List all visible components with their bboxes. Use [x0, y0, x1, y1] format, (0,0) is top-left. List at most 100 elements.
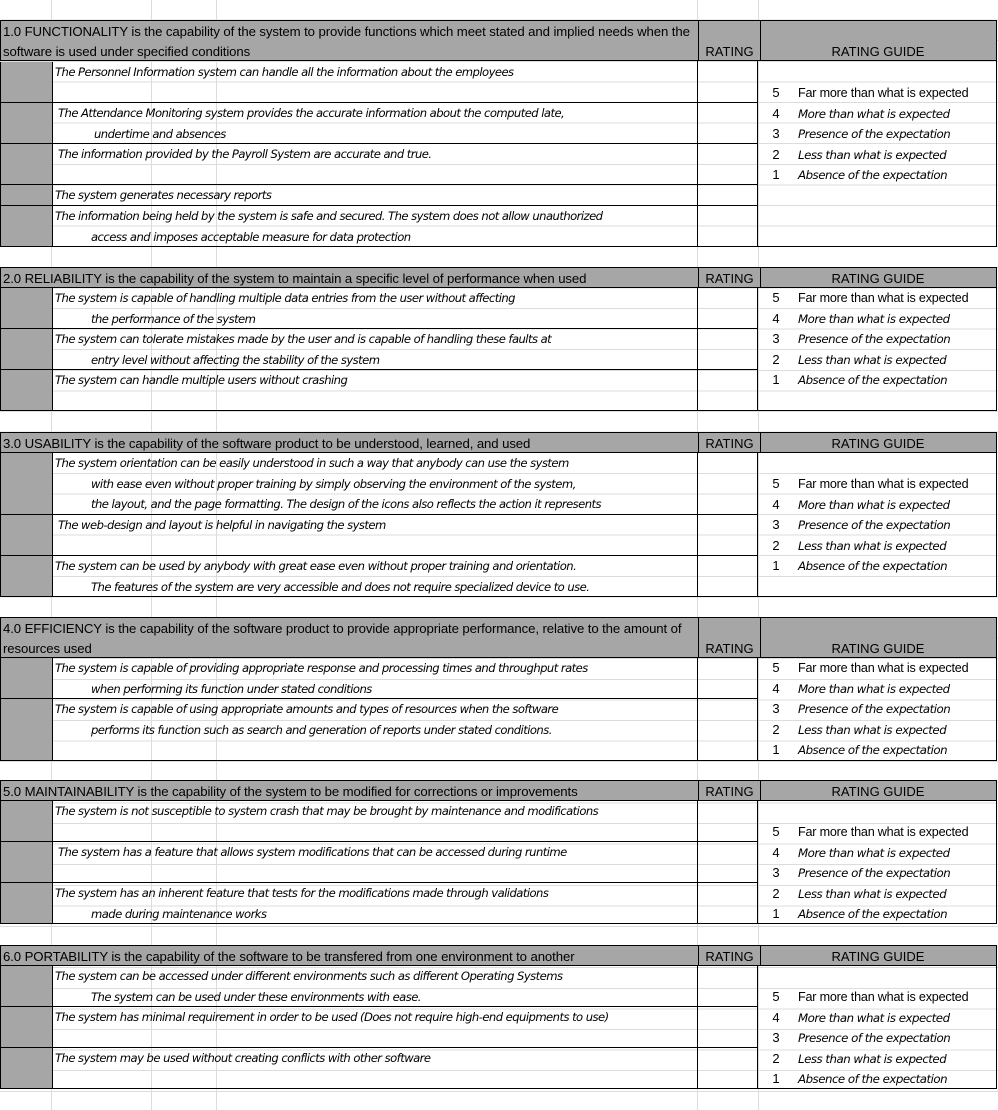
criterion-row: The system may be used without creating …	[0, 1048, 697, 1089]
criterion-line: access and imposes acceptable measure fo…	[91, 229, 411, 244]
section-title: 4.0 EFFICIENCY is the capability of the …	[3, 621, 682, 656]
rating-guide-row: 1 Absence of the expectation	[758, 165, 996, 186]
rating-score: 4	[772, 844, 780, 860]
rating-score: 3	[772, 331, 780, 347]
criterion-line: The system is not susceptible to system …	[55, 804, 599, 818]
criterion-text: The system has a feature that allows sys…	[58, 842, 693, 863]
rating-description: Far more than what is expected	[798, 990, 969, 1004]
rating-guide-row: 3 Presence of the expectation	[758, 124, 996, 145]
rating-input-cell[interactable]	[698, 453, 757, 515]
rating-header: RATING	[698, 946, 761, 965]
rating-input-cell[interactable]	[698, 1007, 757, 1048]
criterion-line: with ease even without proper training b…	[91, 476, 576, 491]
rating-score: 2	[772, 351, 780, 367]
rating-guide-row: 2 Less than what is expected	[758, 536, 996, 557]
rating-score: 4	[772, 680, 780, 696]
rating-input-cell[interactable]	[698, 206, 757, 247]
rating-guide-row: 3 Presence of the expectation	[758, 863, 996, 884]
rating-input-cell[interactable]	[698, 144, 757, 185]
rating-description: Less than what is expected	[798, 352, 947, 367]
rating-input-cell[interactable]	[698, 699, 757, 761]
rating-guide-header: RATING GUIDE	[760, 268, 996, 287]
rating-input-cell[interactable]	[698, 966, 757, 1007]
rating-input-cell[interactable]	[698, 515, 757, 556]
criterion-line: The features of the system are very acce…	[91, 579, 590, 594]
rating-description: Absence of the expectation	[798, 1072, 948, 1087]
rating-guide-header: RATING GUIDE	[760, 781, 996, 800]
rating-guide-row: 5 Far more than what is expected	[758, 987, 996, 1008]
criterion-row: The system has minimal requirement in or…	[0, 1007, 697, 1048]
rating-guide-row: 1 Absence of the expectation	[758, 1069, 996, 1090]
rating-score: 5	[772, 660, 780, 675]
criterion-text: The system is capable of providing appro…	[55, 658, 693, 699]
rating-score: 5	[772, 85, 780, 100]
criterion-text: The Attendance Monitoring system provide…	[58, 103, 693, 144]
rating-input-cell[interactable]	[698, 556, 757, 597]
criterion-text: The system can tolerate mistakes made by…	[55, 329, 693, 370]
rating-input-cell[interactable]	[698, 801, 757, 842]
criterion-text: The system generates necessary reports	[55, 185, 693, 206]
rating-score: 5	[772, 989, 780, 1004]
rating-column	[697, 61, 758, 247]
section-header: 6.0 PORTABILITY is the capability of the…	[0, 945, 997, 966]
rating-guide-header-label: RATING GUIDE	[831, 44, 925, 59]
rating-input-cell[interactable]	[698, 62, 757, 103]
rating-guide-header-label: RATING GUIDE	[831, 271, 925, 286]
criterion-marker	[1, 699, 53, 760]
criterion-row: The information being held by the system…	[0, 206, 697, 247]
criteria-section: 5.0 MAINTAINABILITY is the capability of…	[0, 780, 997, 924]
rating-score: 1	[772, 1071, 780, 1087]
rating-input-cell[interactable]	[698, 329, 757, 370]
rating-description: More than what is expected	[798, 311, 950, 326]
rating-input-cell[interactable]	[698, 185, 757, 206]
criterion-line: undertime and absences	[94, 126, 226, 141]
rating-input-cell[interactable]	[698, 1048, 757, 1089]
rating-guide-row: 4 More than what is expected	[758, 679, 996, 700]
rating-description: Far more than what is expected	[798, 825, 969, 839]
rating-score: 3	[772, 865, 780, 881]
criterion-marker	[1, 556, 53, 596]
rating-score: 4	[772, 496, 780, 512]
criterion-marker	[1, 1007, 53, 1047]
rating-description: Less than what is expected	[798, 722, 947, 737]
criterion-line: The Personnel Information system can han…	[55, 65, 514, 79]
criterion-marker	[1, 370, 53, 410]
criterion-text: The system is capable of using appropria…	[55, 699, 693, 740]
criterion-line: The system generates necessary reports	[55, 188, 272, 202]
rating-input-cell[interactable]	[698, 103, 757, 144]
rating-score: 2	[772, 1050, 780, 1066]
rating-input-cell[interactable]	[698, 288, 757, 329]
rating-input-cell[interactable]	[698, 370, 757, 411]
rating-score: 5	[772, 824, 780, 839]
criterion-text: The information being held by the system…	[55, 206, 693, 247]
rating-score: 3	[772, 1030, 780, 1046]
rating-input-cell[interactable]	[698, 883, 757, 924]
criterion-row: The system orientation can be easily und…	[0, 453, 697, 515]
section-title: 2.0 RELIABILITY is the capability of the…	[3, 271, 587, 286]
rating-description: Less than what is expected	[798, 1051, 947, 1066]
criterion-line: The system may be used without creating …	[55, 1051, 431, 1065]
rating-score: 1	[772, 167, 780, 183]
rating-guide-row: 4 More than what is expected	[758, 1008, 996, 1029]
rating-input-cell[interactable]	[698, 842, 757, 883]
criteria-section: 2.0 RELIABILITY is the capability of the…	[0, 267, 997, 411]
criterion-marker	[1, 515, 53, 555]
rating-column	[697, 801, 758, 924]
criteria-section: 4.0 EFFICIENCY is the capability of the …	[0, 617, 997, 761]
criterion-row: The Attendance Monitoring system provide…	[0, 103, 697, 144]
criterion-marker	[1, 966, 53, 1006]
rating-guide-row: 1 Absence of the expectation	[758, 740, 996, 761]
criterion-row: The web-design and layout is helpful in …	[0, 515, 697, 556]
rating-description: Far more than what is expected	[798, 661, 969, 675]
criterion-text: The system can be accessed under differe…	[55, 966, 693, 1007]
criterion-row: The system can handle multiple users wit…	[0, 370, 697, 411]
criterion-row: The system is capable of handling multip…	[0, 288, 697, 329]
criterion-row: The information provided by the Payroll …	[0, 144, 697, 185]
rating-score: 2	[772, 721, 780, 737]
criterion-line: the performance of the system	[91, 311, 256, 326]
rating-score: 3	[772, 701, 780, 717]
rating-input-cell[interactable]	[698, 658, 757, 699]
criterion-line: made during maintenance works	[91, 906, 267, 921]
criterion-text: The system has minimal requirement in or…	[55, 1007, 693, 1028]
section-header: 3.0 USABILITY is the capability of the s…	[0, 432, 997, 453]
